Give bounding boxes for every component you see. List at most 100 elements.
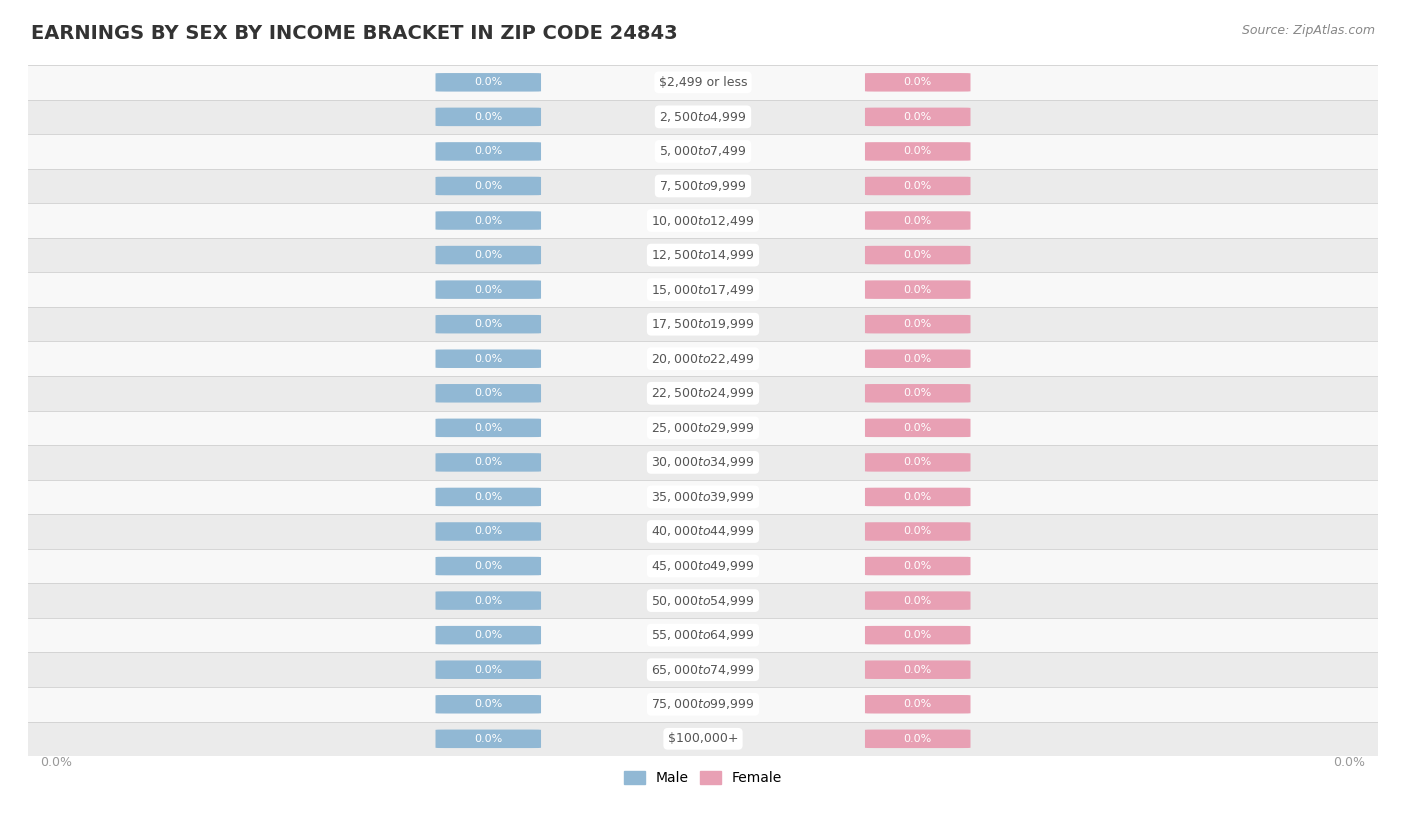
Text: 0.0%: 0.0% (904, 285, 932, 294)
Bar (28, 722, 1378, 756)
Text: 0.0%: 0.0% (474, 665, 502, 675)
Text: 0.0%: 0.0% (474, 320, 502, 329)
FancyBboxPatch shape (436, 695, 541, 714)
Bar (28, 65, 1378, 99)
Text: Source: ZipAtlas.com: Source: ZipAtlas.com (1241, 24, 1375, 37)
FancyBboxPatch shape (436, 350, 541, 368)
FancyBboxPatch shape (436, 142, 541, 161)
Text: $30,000 to $34,999: $30,000 to $34,999 (651, 455, 755, 469)
Text: $17,500 to $19,999: $17,500 to $19,999 (651, 317, 755, 331)
FancyBboxPatch shape (865, 591, 970, 610)
Bar (28, 376, 1378, 411)
Bar (28, 446, 1378, 480)
Text: 0.0%: 0.0% (474, 112, 502, 122)
Text: $20,000 to $22,499: $20,000 to $22,499 (651, 352, 755, 366)
Text: 0.0%: 0.0% (904, 699, 932, 709)
Text: $2,500 to $4,999: $2,500 to $4,999 (659, 110, 747, 124)
Text: $7,500 to $9,999: $7,500 to $9,999 (659, 179, 747, 193)
FancyBboxPatch shape (436, 557, 541, 576)
Text: $75,000 to $99,999: $75,000 to $99,999 (651, 698, 755, 711)
Text: 0.0%: 0.0% (904, 596, 932, 606)
Text: $65,000 to $74,999: $65,000 to $74,999 (651, 663, 755, 676)
Bar (28, 341, 1378, 376)
Text: 0.0%: 0.0% (474, 596, 502, 606)
Bar (28, 480, 1378, 515)
FancyBboxPatch shape (436, 246, 541, 264)
Text: 0.0%: 0.0% (474, 250, 502, 260)
Bar (28, 618, 1378, 652)
Text: 0.0%: 0.0% (904, 423, 932, 433)
FancyBboxPatch shape (436, 591, 541, 610)
Text: $5,000 to $7,499: $5,000 to $7,499 (659, 145, 747, 159)
Bar (28, 134, 1378, 169)
Text: $55,000 to $64,999: $55,000 to $64,999 (651, 628, 755, 642)
Text: 0.0%: 0.0% (41, 756, 72, 769)
FancyBboxPatch shape (865, 695, 970, 714)
Text: 0.0%: 0.0% (904, 492, 932, 502)
FancyBboxPatch shape (865, 660, 970, 679)
Bar (28, 584, 1378, 618)
Text: 0.0%: 0.0% (474, 699, 502, 709)
Text: $35,000 to $39,999: $35,000 to $39,999 (651, 490, 755, 504)
FancyBboxPatch shape (865, 246, 970, 264)
FancyBboxPatch shape (436, 73, 541, 92)
Text: $2,499 or less: $2,499 or less (659, 76, 747, 89)
FancyBboxPatch shape (865, 142, 970, 161)
Text: 0.0%: 0.0% (904, 77, 932, 87)
FancyBboxPatch shape (865, 557, 970, 576)
Text: 0.0%: 0.0% (904, 354, 932, 363)
FancyBboxPatch shape (436, 211, 541, 230)
FancyBboxPatch shape (865, 107, 970, 126)
FancyBboxPatch shape (436, 280, 541, 299)
Bar (28, 99, 1378, 134)
Text: 0.0%: 0.0% (904, 665, 932, 675)
Text: 0.0%: 0.0% (904, 112, 932, 122)
FancyBboxPatch shape (436, 626, 541, 645)
Text: 0.0%: 0.0% (474, 734, 502, 744)
Text: 0.0%: 0.0% (474, 215, 502, 225)
Text: 0.0%: 0.0% (904, 561, 932, 571)
Text: 0.0%: 0.0% (474, 527, 502, 537)
FancyBboxPatch shape (436, 488, 541, 506)
Text: 0.0%: 0.0% (904, 146, 932, 156)
FancyBboxPatch shape (865, 488, 970, 506)
Text: 0.0%: 0.0% (904, 527, 932, 537)
Text: 0.0%: 0.0% (474, 285, 502, 294)
FancyBboxPatch shape (865, 211, 970, 230)
Text: $45,000 to $49,999: $45,000 to $49,999 (651, 559, 755, 573)
Text: $100,000+: $100,000+ (668, 733, 738, 746)
FancyBboxPatch shape (436, 660, 541, 679)
Text: 0.0%: 0.0% (904, 630, 932, 640)
Text: 0.0%: 0.0% (474, 561, 502, 571)
Text: $12,500 to $14,999: $12,500 to $14,999 (651, 248, 755, 262)
Text: $40,000 to $44,999: $40,000 to $44,999 (651, 524, 755, 538)
FancyBboxPatch shape (865, 384, 970, 402)
Bar (28, 515, 1378, 549)
Text: 0.0%: 0.0% (474, 354, 502, 363)
FancyBboxPatch shape (436, 176, 541, 195)
Text: 0.0%: 0.0% (904, 389, 932, 398)
FancyBboxPatch shape (865, 73, 970, 92)
FancyBboxPatch shape (865, 280, 970, 299)
Text: 0.0%: 0.0% (904, 734, 932, 744)
FancyBboxPatch shape (436, 729, 541, 748)
FancyBboxPatch shape (436, 384, 541, 402)
Legend: Male, Female: Male, Female (619, 766, 787, 790)
Text: EARNINGS BY SEX BY INCOME BRACKET IN ZIP CODE 24843: EARNINGS BY SEX BY INCOME BRACKET IN ZIP… (31, 24, 678, 43)
Text: 0.0%: 0.0% (904, 181, 932, 191)
FancyBboxPatch shape (436, 419, 541, 437)
Bar (28, 687, 1378, 722)
Text: 0.0%: 0.0% (904, 250, 932, 260)
Text: $25,000 to $29,999: $25,000 to $29,999 (651, 421, 755, 435)
Bar (28, 237, 1378, 272)
Text: 0.0%: 0.0% (474, 423, 502, 433)
FancyBboxPatch shape (865, 315, 970, 333)
FancyBboxPatch shape (865, 419, 970, 437)
Text: $50,000 to $54,999: $50,000 to $54,999 (651, 593, 755, 607)
Text: 0.0%: 0.0% (1334, 756, 1365, 769)
FancyBboxPatch shape (865, 626, 970, 645)
FancyBboxPatch shape (436, 453, 541, 472)
FancyBboxPatch shape (865, 350, 970, 368)
Text: 0.0%: 0.0% (904, 215, 932, 225)
FancyBboxPatch shape (436, 315, 541, 333)
